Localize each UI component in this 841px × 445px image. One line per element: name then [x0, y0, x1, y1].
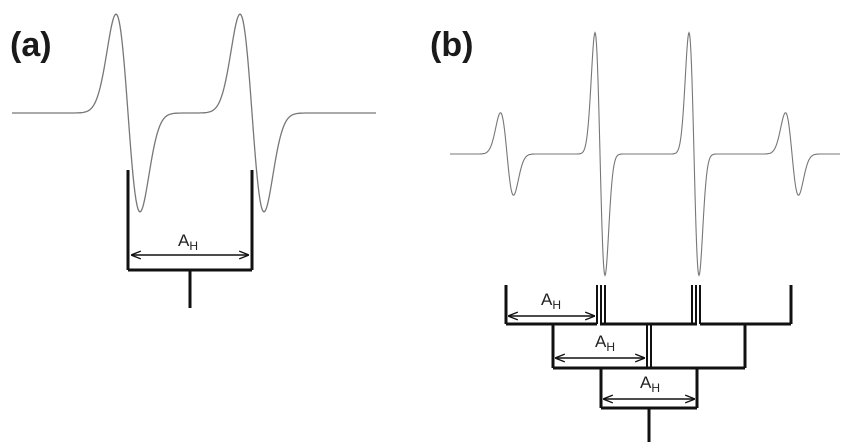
panel-a-label: (a) [10, 26, 52, 64]
panel-b: (b) [430, 26, 840, 442]
panel-b-coupling-label-3: AH [640, 373, 660, 395]
panel-b-coupling-label-1: AH [541, 290, 561, 312]
panel-b-coupling-label-2: AH [595, 332, 615, 354]
panel-b-stick-diagram [504, 285, 793, 442]
panel-a-coupling-label: AH [178, 231, 198, 253]
panel-a-spectrum-trace [12, 13, 376, 213]
panel-a: (a) AH [10, 13, 376, 308]
panel-b-level-2 [551, 324, 747, 370]
panel-b-level-3 [599, 368, 699, 442]
panel-b-spectrum-trace [450, 31, 840, 277]
panel-a-stick-diagram [126, 170, 254, 308]
panel-b-label: (b) [430, 26, 473, 64]
